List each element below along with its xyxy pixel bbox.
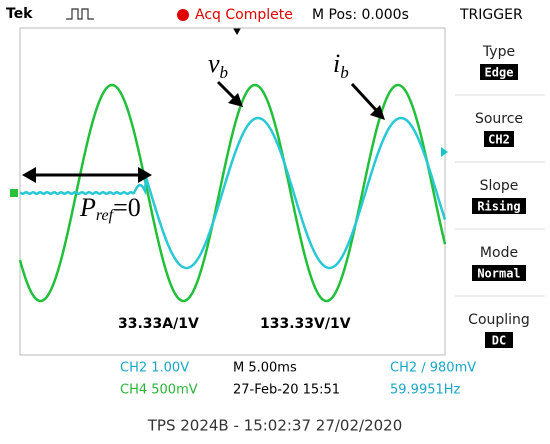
position-text: M Pos: 0.000s: [312, 7, 409, 23]
power-label-rest: =0: [113, 193, 141, 222]
menu-value: DC: [492, 334, 506, 348]
menu-label: Mode: [480, 245, 518, 261]
datetime: 27-Feb-20 15:51: [233, 383, 340, 398]
menu-value-box: [480, 64, 518, 80]
menu-title: TRIGGER: [459, 7, 523, 23]
ch2-scale: CH2 1.00V: [120, 361, 189, 376]
menu-button[interactable]: Slope Rising: [472, 178, 526, 214]
voltage-label-main: v: [208, 49, 220, 78]
current-label-sub: b: [340, 63, 349, 82]
menu-label: Coupling: [468, 312, 530, 328]
current-arrow-head: [370, 105, 385, 120]
menu-button[interactable]: Mode Normal: [472, 245, 526, 281]
brand: Tek: [6, 6, 33, 22]
menu-label: Source: [475, 111, 523, 127]
menu-value: Normal: [477, 267, 520, 281]
frequency: 59.9951Hz: [390, 383, 461, 398]
trigger-position-marker: [233, 28, 241, 35]
trigger-setting: CH2 ∕ 980mV: [390, 361, 476, 376]
caption: TPS 2024B - 15:02:37 27/02/2020: [147, 417, 403, 435]
status-text: Acq Complete: [195, 7, 293, 23]
menu-value-box: [472, 265, 526, 281]
status-dot: [177, 9, 189, 21]
ch4-scale: CH4 500mV: [120, 383, 198, 398]
menu-value: Edge: [485, 66, 514, 80]
annotation-arrows: [22, 80, 385, 183]
menu-value-box: [472, 198, 526, 214]
current-label: ib: [333, 49, 349, 82]
timebase: M 5.00ms: [233, 361, 297, 376]
voltage-label-sub: b: [220, 63, 229, 82]
graticule: [19, 27, 446, 356]
power-label: Pref=0: [79, 193, 141, 224]
power-label-main: P: [79, 193, 96, 222]
voltage-label: vb: [208, 49, 228, 82]
menu-value: Rising: [477, 200, 520, 214]
current-label-main: i: [333, 49, 340, 78]
menu-label: Slope: [480, 178, 519, 194]
trigger-menu: Type Edge Source CH2 Slope Rising Mode Normal Co…: [448, 28, 550, 358]
current-arrow: [350, 82, 378, 112]
trigger-icon: [66, 8, 94, 20]
trigger-level-marker: [441, 147, 448, 157]
voltage-trace: [18, 83, 447, 303]
traces: [18, 83, 447, 303]
voltage-scale: 133.33V/1V: [260, 316, 351, 332]
power-label-sub: ref: [96, 207, 116, 224]
menu-button[interactable]: Coupling DC: [468, 312, 530, 348]
menu-value-box: [485, 332, 513, 348]
menu-label: Type: [482, 44, 515, 60]
voltage-arrow-head: [228, 93, 243, 107]
current-scale: 33.33A/1V: [118, 316, 199, 332]
menu-button[interactable]: Source CH2: [475, 111, 523, 147]
ch2-ground-marker: [10, 189, 18, 197]
menu-button[interactable]: Type Edge: [480, 44, 518, 80]
menu-background: [448, 28, 550, 358]
voltage-arrow: [216, 80, 236, 100]
menu-value: CH2: [488, 133, 510, 147]
interval-arrow-heads: [22, 167, 152, 183]
current-trace: [19, 116, 447, 270]
menu-value-box: [484, 131, 514, 147]
